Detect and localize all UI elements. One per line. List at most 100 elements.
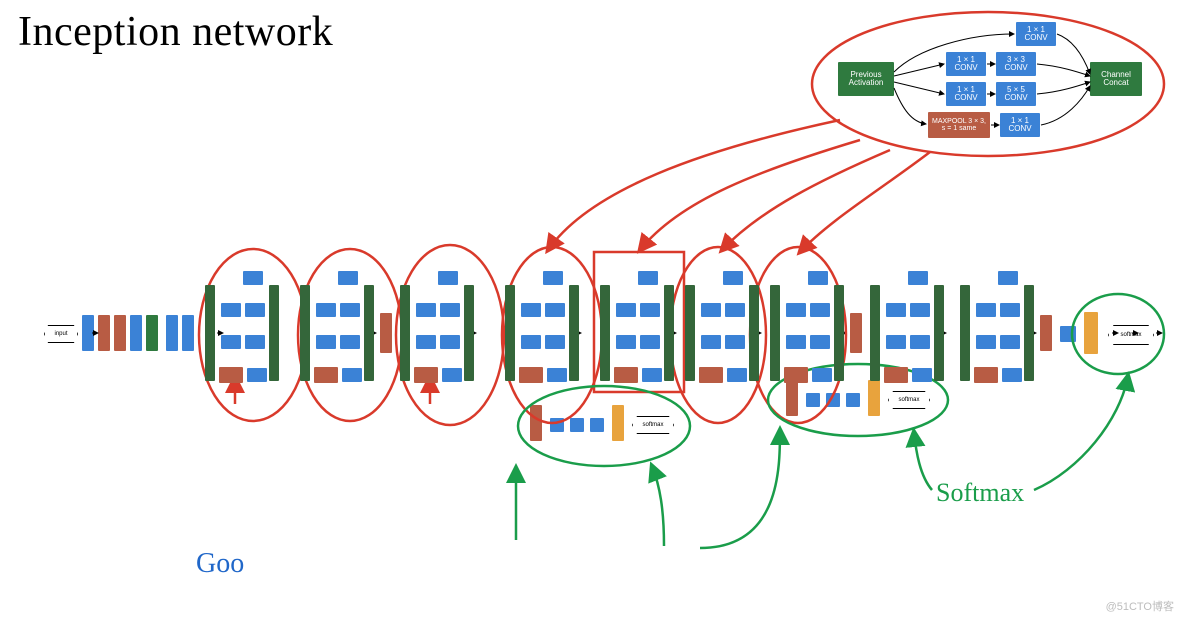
mod7-b2-conv3 [910, 303, 930, 317]
aux1-conv [550, 418, 564, 432]
mod2-b2-conv3 [440, 303, 460, 317]
stem-conv3 [166, 315, 178, 351]
input-node: input [44, 325, 78, 343]
hand-goo-label: Goo [196, 548, 244, 580]
mod1-b2-conv1 [316, 303, 336, 317]
mod8-b2-conv1 [976, 303, 996, 317]
mod6-concat-out [834, 285, 844, 381]
mod0-b4-maxpool [219, 367, 243, 383]
stem-conv1 [82, 315, 94, 351]
mod7-b1-conv1 [908, 271, 928, 285]
aux2-softmax: softmax [888, 391, 930, 409]
mod5-b2-conv3 [725, 303, 745, 317]
mod4-b2-conv3 [640, 303, 660, 317]
mod7-b3-conv1 [886, 335, 906, 349]
mod2-b4-conv1 [442, 368, 462, 382]
mod2-concat-in [400, 285, 410, 381]
mod6-b1-conv1 [808, 271, 828, 285]
conv1x1-top: 1 × 1 CONV [1016, 22, 1056, 46]
mod4-b1-conv1 [638, 271, 658, 285]
aux2-act [868, 380, 880, 416]
mod4-b3-conv5 [640, 335, 660, 349]
mod2-b2-conv1 [416, 303, 436, 317]
mod3-b4-conv1 [547, 368, 567, 382]
conv1x1-b3: 1 × 1 CONV [946, 82, 986, 106]
mod3-concat-out [569, 285, 579, 381]
mod5-b4-maxpool [699, 367, 723, 383]
mod0-b2-conv3 [245, 303, 265, 317]
channel-concat-block: Channel Concat [1090, 62, 1142, 96]
mod3-b2-conv1 [521, 303, 541, 317]
conv5x5-b3: 5 × 5 CONV [996, 82, 1036, 106]
aux2-avgpool [786, 380, 798, 416]
sep-maxpool-6 [850, 313, 862, 353]
mod6-b3-conv1 [786, 335, 806, 349]
page-title: Inception network [18, 8, 333, 56]
mod3-concat-in [505, 285, 515, 381]
mod7-concat-in [870, 285, 880, 381]
mod7-concat-out [934, 285, 944, 381]
mod6-b3-conv5 [810, 335, 830, 349]
mod8-b4-conv1 [1002, 368, 1022, 382]
mod4-b4-conv1 [642, 368, 662, 382]
mod4-b4-maxpool [614, 367, 638, 383]
mod7-b2-conv1 [886, 303, 906, 317]
final-softmax: softmax [1108, 325, 1154, 345]
mod4-b2-conv1 [616, 303, 636, 317]
maxpool-b4: MAXPOOL 3 × 3, s = 1 same [928, 112, 990, 138]
mod5-b3-conv1 [701, 335, 721, 349]
mod6-b4-maxpool [784, 367, 808, 383]
stem-conv4 [182, 315, 194, 351]
mod6-b2-conv1 [786, 303, 806, 317]
mod2-b4-maxpool [414, 367, 438, 383]
mod4-concat-in [600, 285, 610, 381]
aux1-fc2 [590, 418, 604, 432]
mod2-b3-conv5 [440, 335, 460, 349]
aux2-conv [806, 393, 820, 407]
watermark: @51CTO博客 [1106, 598, 1174, 614]
mod0-b1-conv1 [243, 271, 263, 285]
mod6-b2-conv3 [810, 303, 830, 317]
hand-softmax-label: Softmax [936, 478, 1024, 508]
mod8-concat-in [960, 285, 970, 381]
mod8-b1-conv1 [998, 271, 1018, 285]
final-fc [1060, 326, 1076, 342]
aux2-fc1 [826, 393, 840, 407]
mod1-concat-out [364, 285, 374, 381]
stem-conv2 [130, 315, 142, 351]
final-act [1084, 312, 1098, 354]
mod8-b4-maxpool [974, 367, 998, 383]
mod2-b1-conv1 [438, 271, 458, 285]
prev-activation-block: Previous Activation [838, 62, 894, 96]
mod0-b3-conv1 [221, 335, 241, 349]
mod1-b4-conv1 [342, 368, 362, 382]
mod2-concat-out [464, 285, 474, 381]
conv1x1-b2: 1 × 1 CONV [946, 52, 986, 76]
mod0-b2-conv1 [221, 303, 241, 317]
sep-maxpool-1 [380, 313, 392, 353]
aux2-fc2 [846, 393, 860, 407]
aux1-act [612, 405, 624, 441]
mod1-b1-conv1 [338, 271, 358, 285]
mod7-b4-maxpool [884, 367, 908, 383]
mod5-b1-conv1 [723, 271, 743, 285]
aux1-fc1 [570, 418, 584, 432]
mod0-concat-in [205, 285, 215, 381]
mod3-b2-conv3 [545, 303, 565, 317]
mod1-b2-conv3 [340, 303, 360, 317]
mod0-b4-conv1 [247, 368, 267, 382]
mod8-b2-conv3 [1000, 303, 1020, 317]
mod0-b3-conv5 [245, 335, 265, 349]
mod4-b3-conv1 [616, 335, 636, 349]
stem-norm1 [114, 315, 126, 351]
aux1-avgpool [530, 405, 542, 441]
mod8-b3-conv1 [976, 335, 996, 349]
mod5-b3-conv5 [725, 335, 745, 349]
mod3-b4-maxpool [519, 367, 543, 383]
mod5-concat-out [749, 285, 759, 381]
mod1-b3-conv1 [316, 335, 336, 349]
mod1-b3-conv5 [340, 335, 360, 349]
conv3x3-b2: 3 × 3 CONV [996, 52, 1036, 76]
mod5-b2-conv1 [701, 303, 721, 317]
mod3-b3-conv1 [521, 335, 541, 349]
